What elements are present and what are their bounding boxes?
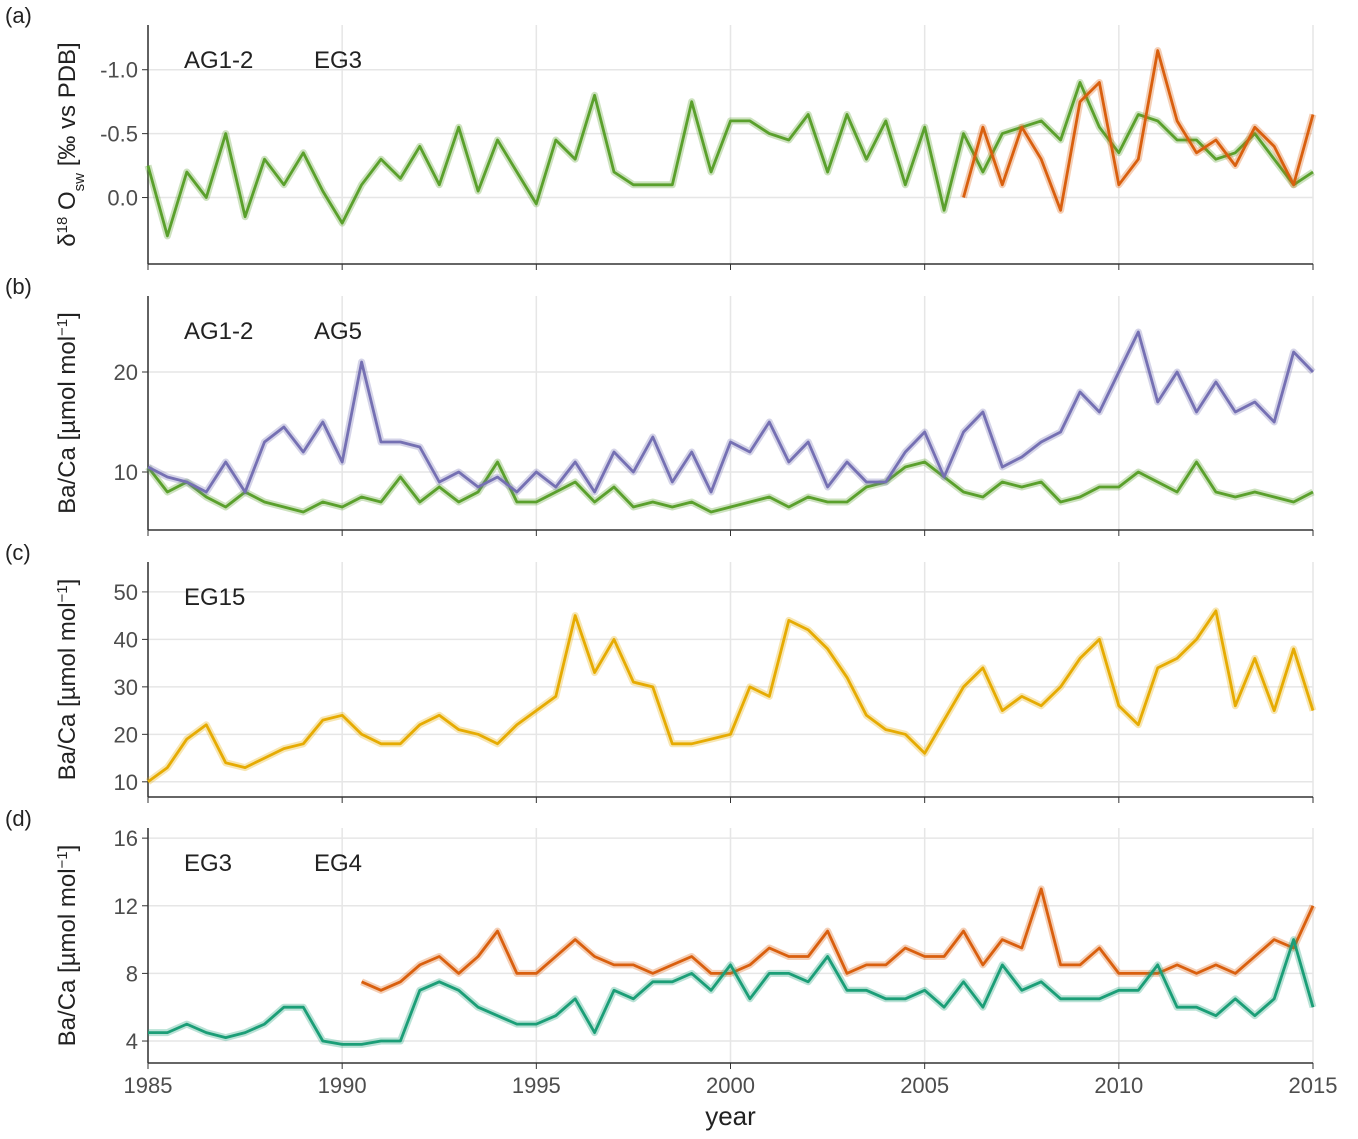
- legend-label: EG15: [184, 584, 245, 611]
- y-tick-label: 30: [114, 675, 138, 700]
- y-axis-label-part: [‰ vs PDB]: [54, 42, 81, 173]
- y-axis-label: Ba/Ca [µmol mol−1]: [54, 579, 82, 781]
- y-tick-label: 16: [114, 826, 138, 851]
- y-tick-label: 40: [114, 627, 138, 652]
- y-axis-label-part: −1: [54, 851, 71, 868]
- y-axis-label-part: Ba/Ca [µmol mol: [54, 602, 81, 780]
- y-axis-label-part: Ba/Ca [µmol mol: [54, 868, 81, 1046]
- y-tick-label: 20: [114, 722, 138, 747]
- series-line: [147, 330, 1315, 494]
- legend-label: AG1-2: [184, 318, 253, 345]
- series-line: [962, 49, 1315, 212]
- legend-label: AG5: [314, 318, 362, 345]
- y-tick-label: 4: [126, 1029, 138, 1054]
- x-axis-label: year: [705, 1101, 756, 1131]
- y-axis-label-part: 18: [54, 217, 71, 234]
- x-tick-label: 1995: [512, 1073, 561, 1098]
- y-tick-label: 12: [114, 894, 138, 919]
- series-line: [361, 887, 1315, 992]
- x-tick-label: 2005: [900, 1073, 949, 1098]
- series-line: [146, 81, 1314, 238]
- series-line: [147, 609, 1315, 783]
- y-axis-label: Ba/Ca [µmol mol−1]: [54, 312, 82, 514]
- y-tick-label: 0.0: [107, 186, 138, 211]
- y-tick-label: 10: [114, 460, 138, 485]
- y-axis-label-part: −1: [54, 319, 71, 336]
- x-tick-label: 1985: [124, 1073, 173, 1098]
- x-tick-label: 1990: [318, 1073, 367, 1098]
- x-tick-label: 2010: [1094, 1073, 1143, 1098]
- x-tick-label: 2000: [706, 1073, 755, 1098]
- y-axis-label-part: O: [54, 191, 81, 216]
- y-tick-label: 8: [126, 961, 138, 986]
- y-tick-label: 20: [114, 360, 138, 385]
- panel-label: (b): [5, 274, 32, 299]
- panel-label: (a): [5, 3, 32, 28]
- y-axis-label: δ18 Osw [‰ vs PDB]: [54, 42, 88, 246]
- y-axis-label-part: ]: [54, 845, 81, 852]
- x-tick-label: 2015: [1289, 1073, 1338, 1098]
- y-axis-label-part: ]: [54, 579, 81, 586]
- legend-label: EG3: [184, 850, 232, 877]
- y-axis-label-part: δ: [54, 233, 81, 246]
- y-tick-label: -1.0: [100, 58, 138, 83]
- y-axis-label-part: sw: [71, 173, 88, 192]
- y-tick-label: 10: [114, 770, 138, 795]
- y-tick-label: 50: [114, 580, 138, 605]
- y-axis-label-part: ]: [54, 312, 81, 319]
- y-tick-label: -0.5: [100, 122, 138, 147]
- panel-label: (c): [5, 540, 31, 565]
- series-line: [148, 938, 1315, 1046]
- panel-label: (d): [5, 806, 32, 831]
- y-axis-label-part: −1: [54, 585, 71, 602]
- legend-label: EG3: [314, 47, 362, 74]
- legend-label: AG1-2: [184, 47, 253, 74]
- y-axis-label: Ba/Ca [µmol mol−1]: [54, 845, 82, 1047]
- legend-label: EG4: [314, 850, 362, 877]
- y-axis-label-part: Ba/Ca [µmol mol: [54, 336, 81, 514]
- series-line: [146, 460, 1314, 514]
